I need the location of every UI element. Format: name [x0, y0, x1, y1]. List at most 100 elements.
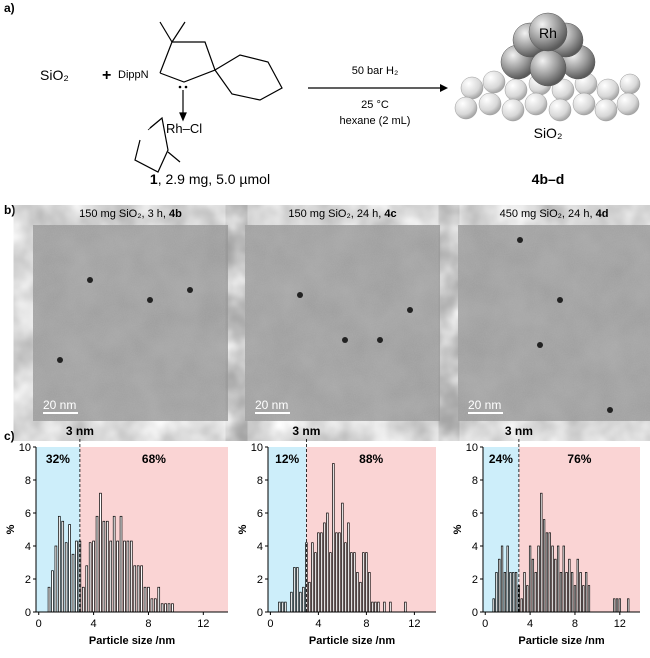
- nanoparticle: [607, 407, 613, 413]
- y-tick-label: 0: [25, 607, 31, 619]
- histogram-bar: [72, 554, 74, 612]
- y-tick-label: 6: [257, 508, 263, 520]
- histogram-bar: [493, 599, 495, 612]
- tem-title-text: 150 mg SiO₂, 3 h,: [79, 208, 169, 220]
- histogram-bar: [541, 493, 543, 612]
- x-axis-label: Particle size /nm: [518, 635, 604, 647]
- x-axis-label: Particle size /nm: [309, 635, 395, 647]
- histogram-bar: [524, 572, 526, 612]
- histogram-bar: [124, 541, 126, 612]
- histogram-bar: [363, 553, 365, 612]
- region-label: 32%: [46, 452, 70, 466]
- histogram-bar: [555, 559, 557, 612]
- histogram-bar: [168, 604, 170, 612]
- y-tick-label: 8: [472, 475, 478, 487]
- histogram-bar: [69, 525, 71, 612]
- nanoparticle: [537, 342, 543, 348]
- histogram-bar: [557, 546, 559, 612]
- histogram-bar: [103, 521, 105, 612]
- scale-bar-label: 20 nm: [468, 398, 501, 412]
- scale-bar-label: 20 nm: [43, 398, 76, 412]
- y-tick-label: 4: [25, 541, 31, 553]
- region-label: 12%: [275, 452, 299, 466]
- panel-label: b): [4, 203, 15, 217]
- y-tick-label: 8: [25, 475, 31, 487]
- x-tick-label: 4: [527, 618, 533, 630]
- histogram-bar: [151, 599, 153, 612]
- histogram-bar: [55, 546, 57, 612]
- histogram-bar: [48, 587, 50, 612]
- histogram-bar: [342, 503, 344, 612]
- histogram-bar: [501, 546, 503, 612]
- histogram-bar: [566, 572, 568, 612]
- nanoparticle: [57, 357, 63, 363]
- histogram-bar: [616, 599, 618, 612]
- x-tick-label: 8: [363, 618, 369, 630]
- x-tick-label: 8: [572, 618, 578, 630]
- histogram-bar: [82, 587, 84, 612]
- histogram-bar: [165, 604, 167, 612]
- histogram-bar: [498, 559, 500, 612]
- histogram-bar: [62, 521, 64, 612]
- panel-label: a): [4, 1, 15, 15]
- histogram-bar: [309, 582, 311, 612]
- histogram-bar: [510, 572, 512, 612]
- histogram-bar: [515, 572, 517, 612]
- histogram-bar: [137, 566, 139, 612]
- scale-bar-label: 20 nm: [255, 398, 288, 412]
- histogram-bar: [86, 566, 88, 612]
- x-tick-label: 12: [614, 618, 626, 630]
- histogram-bar: [521, 599, 523, 612]
- histogram-bar: [357, 572, 359, 612]
- reagent-label: 1, 2.9 mg, 5.0 µmol: [150, 171, 270, 187]
- histogram-bar: [527, 586, 529, 612]
- histogram-bar: [360, 582, 362, 612]
- nanoparticle: [407, 307, 413, 313]
- histogram-bar: [627, 599, 629, 612]
- x-tick-label: 12: [197, 618, 209, 630]
- nanoparticle: [517, 237, 523, 243]
- histogram-bar: [583, 586, 585, 612]
- y-tick-label: 0: [472, 607, 478, 619]
- histogram-bar: [588, 586, 590, 612]
- histogram-bar: [315, 553, 317, 612]
- histogram-bar: [585, 572, 587, 612]
- region-label: 24%: [489, 452, 513, 466]
- details: , 2.9 mg, 5.0 µmol: [158, 171, 270, 187]
- y-axis-label: %: [5, 524, 17, 534]
- histogram-bar: [52, 571, 54, 612]
- y-tick-label: 8: [257, 475, 263, 487]
- histogram-bar: [154, 599, 156, 612]
- histogram-bar: [127, 541, 129, 612]
- histogram-bar: [552, 546, 554, 612]
- nanoparticle: [187, 287, 193, 293]
- histogram-bar: [106, 521, 108, 612]
- x-tick-label: 8: [145, 618, 151, 630]
- histogram-bar: [130, 541, 132, 612]
- histogram-bar: [563, 546, 565, 612]
- region-label: 68%: [142, 452, 166, 466]
- histogram-bar: [390, 602, 392, 612]
- histogram-bar: [76, 541, 78, 612]
- y-tick-label: 2: [472, 574, 478, 586]
- histogram-bar: [291, 592, 293, 612]
- x-axis-label: Particle size /nm: [89, 635, 175, 647]
- compound: 4d: [596, 208, 609, 220]
- condition: 25 °C: [361, 99, 389, 111]
- threshold-label: 3 nm: [66, 424, 94, 438]
- tem-title-text: 150 mg SiO₂, 24 h,: [288, 208, 384, 220]
- nanoparticle: [377, 337, 383, 343]
- region-label: 88%: [359, 452, 383, 466]
- histogram-bar: [375, 602, 377, 612]
- tem-image: 20 nm: [33, 225, 228, 421]
- plus: +: [102, 67, 111, 84]
- region-above: [519, 447, 640, 612]
- x-tick-label: 0: [482, 618, 488, 630]
- histogram-bar: [577, 559, 579, 612]
- histogram-bar: [549, 533, 551, 612]
- histogram-bar: [378, 602, 380, 612]
- histogram-bar: [354, 553, 356, 612]
- y-tick-label: 0: [257, 607, 263, 619]
- lone-pair: [179, 86, 182, 89]
- compound: 1: [150, 171, 158, 187]
